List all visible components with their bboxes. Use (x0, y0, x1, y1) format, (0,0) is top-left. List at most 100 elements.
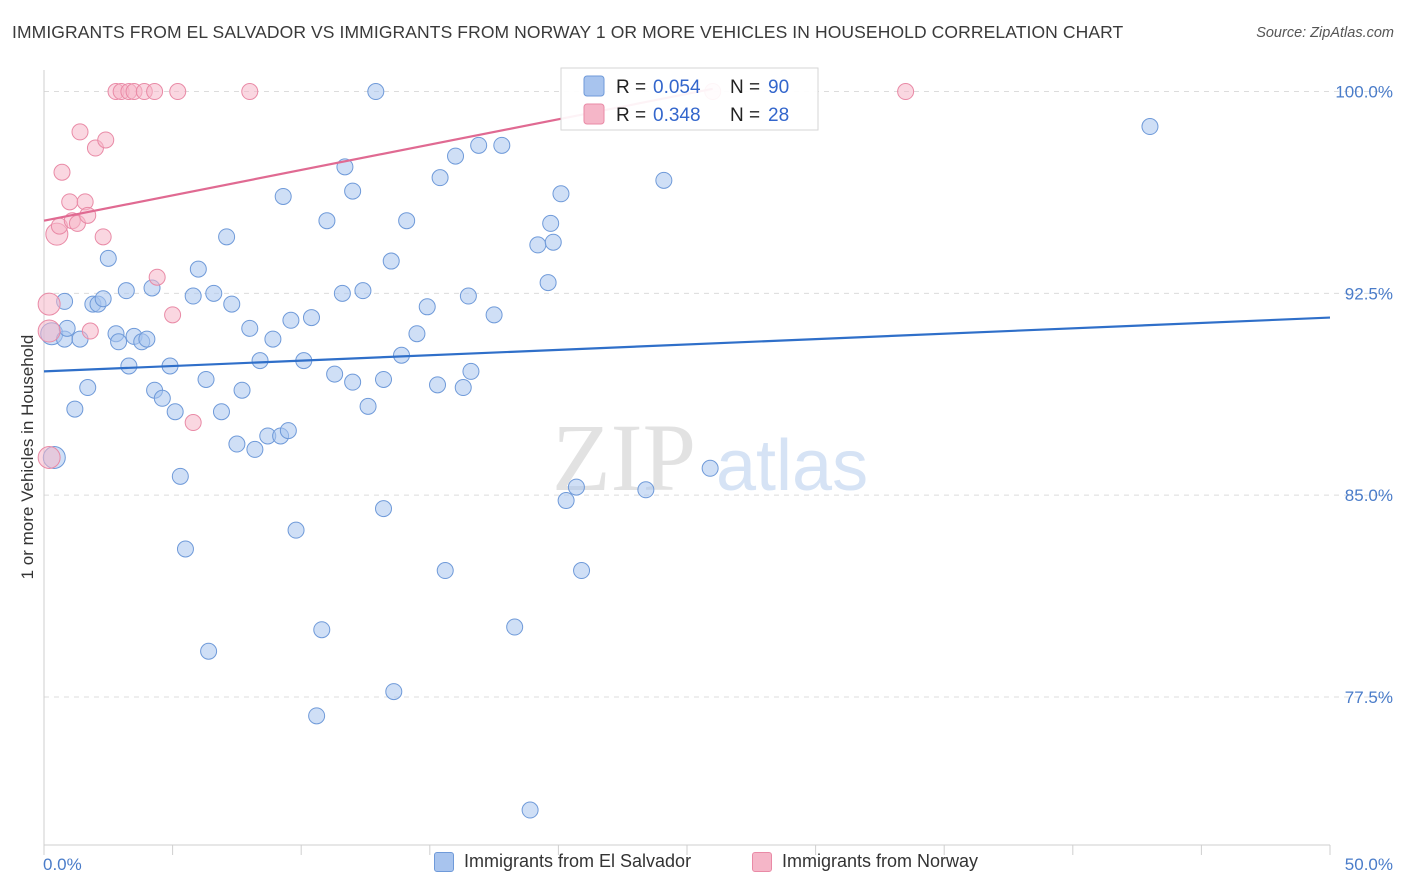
point-norway (53, 163, 71, 181)
point-el-salvador (153, 389, 171, 407)
point-el-salvador (539, 274, 557, 292)
point-el-salvador (493, 136, 511, 154)
point-norway (37, 319, 61, 343)
legend-n-value: 28 (768, 105, 789, 126)
y-axis-title: 1 or more Vehicles in Household (18, 335, 37, 580)
point-el-salvador (436, 562, 454, 580)
point-norway (897, 83, 915, 101)
point-el-salvador (184, 287, 202, 305)
point-el-salvador (79, 379, 97, 397)
point-el-salvador (212, 403, 230, 421)
point-el-salvador (58, 319, 76, 337)
point-norway (169, 83, 187, 101)
legend-n-label: N = (730, 105, 760, 126)
legend-item-norway: Immigrants from Norway (752, 851, 978, 872)
point-el-salvador (459, 287, 477, 305)
point-norway (164, 306, 182, 324)
y-tick-label: 92.5% (1345, 284, 1393, 303)
point-el-salvador (138, 330, 156, 348)
point-el-salvador (176, 540, 194, 558)
point-norway (81, 322, 99, 340)
point-el-salvador (279, 422, 297, 440)
point-el-salvador (251, 352, 269, 370)
point-el-salvador (117, 282, 135, 300)
x-tick-label: 50.0% (1345, 855, 1393, 874)
point-el-salvador (637, 481, 655, 499)
point-el-salvador (375, 500, 393, 518)
point-el-salvador (447, 147, 465, 165)
point-el-salvador (274, 187, 292, 205)
series-el-salvador-points (40, 83, 1159, 819)
x-tick-label: 0.0% (43, 855, 82, 874)
point-el-salvador (485, 306, 503, 324)
y-tick-label: 77.5% (1345, 688, 1393, 707)
point-el-salvador (94, 290, 112, 308)
watermark-atlas: atlas (716, 426, 868, 506)
point-el-salvador (302, 309, 320, 327)
point-el-salvador (552, 185, 570, 203)
point-el-salvador (333, 284, 351, 302)
point-norway (61, 193, 79, 211)
trend-lines (43, 87, 1331, 373)
point-el-salvador (542, 214, 560, 232)
point-el-salvador (431, 169, 449, 187)
point-norway (241, 83, 259, 101)
point-el-salvador (166, 403, 184, 421)
legend-r-label: R = (616, 77, 646, 98)
legend-r-label: R = (616, 105, 646, 126)
point-el-salvador (375, 370, 393, 388)
point-el-salvador (1141, 118, 1159, 136)
trend-line-el-salvador (43, 316, 1331, 373)
point-el-salvador (99, 249, 117, 267)
y-tick-label: 100.0% (1335, 83, 1393, 102)
point-el-salvador (110, 333, 128, 351)
point-el-salvador (344, 182, 362, 200)
point-el-salvador (308, 707, 326, 725)
point-el-salvador (241, 319, 259, 337)
legend-label-norway: Immigrants from Norway (782, 851, 979, 871)
point-el-salvador (282, 311, 300, 329)
point-el-salvador (462, 362, 480, 380)
point-norway (37, 292, 61, 316)
point-el-salvador (205, 284, 223, 302)
legend-item-el-salvador: Immigrants from El Salvador (434, 851, 691, 872)
point-el-salvador (367, 83, 385, 101)
legend-n-label: N = (730, 77, 760, 98)
point-el-salvador (398, 212, 416, 230)
point-el-salvador (408, 325, 426, 343)
legend: R = 0.054 N = 90 R = 0.348 N = 28 (560, 67, 819, 131)
watermark: ZIP atlas (552, 404, 868, 511)
legend-n-value: 90 (768, 77, 789, 98)
legend-swatch-0 (583, 75, 605, 97)
point-el-salvador (573, 562, 591, 580)
point-el-salvador (454, 379, 472, 397)
point-el-salvador (344, 373, 362, 391)
point-el-salvador (120, 357, 138, 375)
point-norway (184, 414, 202, 432)
source-label: Source: ZipAtlas.com (1256, 25, 1394, 41)
point-el-salvador (197, 370, 215, 388)
legend-swatch-el-salvador (434, 851, 454, 872)
point-el-salvador (429, 376, 447, 394)
series-norway-points (37, 83, 915, 469)
point-el-salvador (359, 397, 377, 415)
point-el-salvador (318, 212, 336, 230)
legend-swatch-norway (752, 851, 772, 872)
point-norway (79, 206, 97, 224)
point-norway (37, 446, 61, 469)
point-norway (71, 123, 89, 141)
x-tick-labels: 0.0% 50.0% (43, 855, 1393, 874)
point-el-salvador (228, 435, 246, 453)
point-norway (146, 83, 164, 101)
point-norway (148, 268, 166, 286)
bottom-legend: Immigrants from El Salvador Immigrants f… (0, 851, 1406, 879)
legend-r-value: 0.054 (653, 77, 701, 98)
point-el-salvador (385, 683, 403, 701)
point-el-salvador (506, 618, 524, 636)
legend-swatch-1 (583, 103, 605, 125)
point-el-salvador (382, 252, 400, 270)
point-el-salvador (233, 381, 251, 399)
point-el-salvador (171, 467, 189, 485)
legend-r-value: 0.348 (653, 105, 701, 126)
